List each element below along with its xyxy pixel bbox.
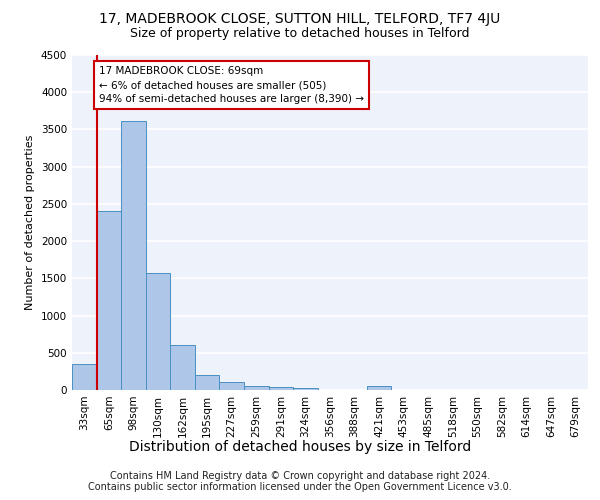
Bar: [146, 273, 170, 390]
Bar: [72, 364, 97, 390]
Bar: [244, 386, 269, 390]
Bar: [293, 388, 318, 390]
Bar: [269, 387, 293, 390]
Text: Contains HM Land Registry data © Crown copyright and database right 2024.
Contai: Contains HM Land Registry data © Crown c…: [88, 471, 512, 492]
Bar: [121, 120, 146, 390]
Bar: [170, 346, 195, 390]
Text: 17, MADEBROOK CLOSE, SUTTON HILL, TELFORD, TF7 4JU: 17, MADEBROOK CLOSE, SUTTON HILL, TELFOR…: [100, 12, 500, 26]
Text: Size of property relative to detached houses in Telford: Size of property relative to detached ho…: [130, 28, 470, 40]
Bar: [220, 382, 244, 390]
Bar: [367, 386, 391, 390]
Text: Distribution of detached houses by size in Telford: Distribution of detached houses by size …: [129, 440, 471, 454]
Bar: [195, 375, 220, 390]
Bar: [97, 212, 121, 390]
Text: 17 MADEBROOK CLOSE: 69sqm
← 6% of detached houses are smaller (505)
94% of semi-: 17 MADEBROOK CLOSE: 69sqm ← 6% of detach…: [99, 66, 364, 104]
Y-axis label: Number of detached properties: Number of detached properties: [25, 135, 35, 310]
